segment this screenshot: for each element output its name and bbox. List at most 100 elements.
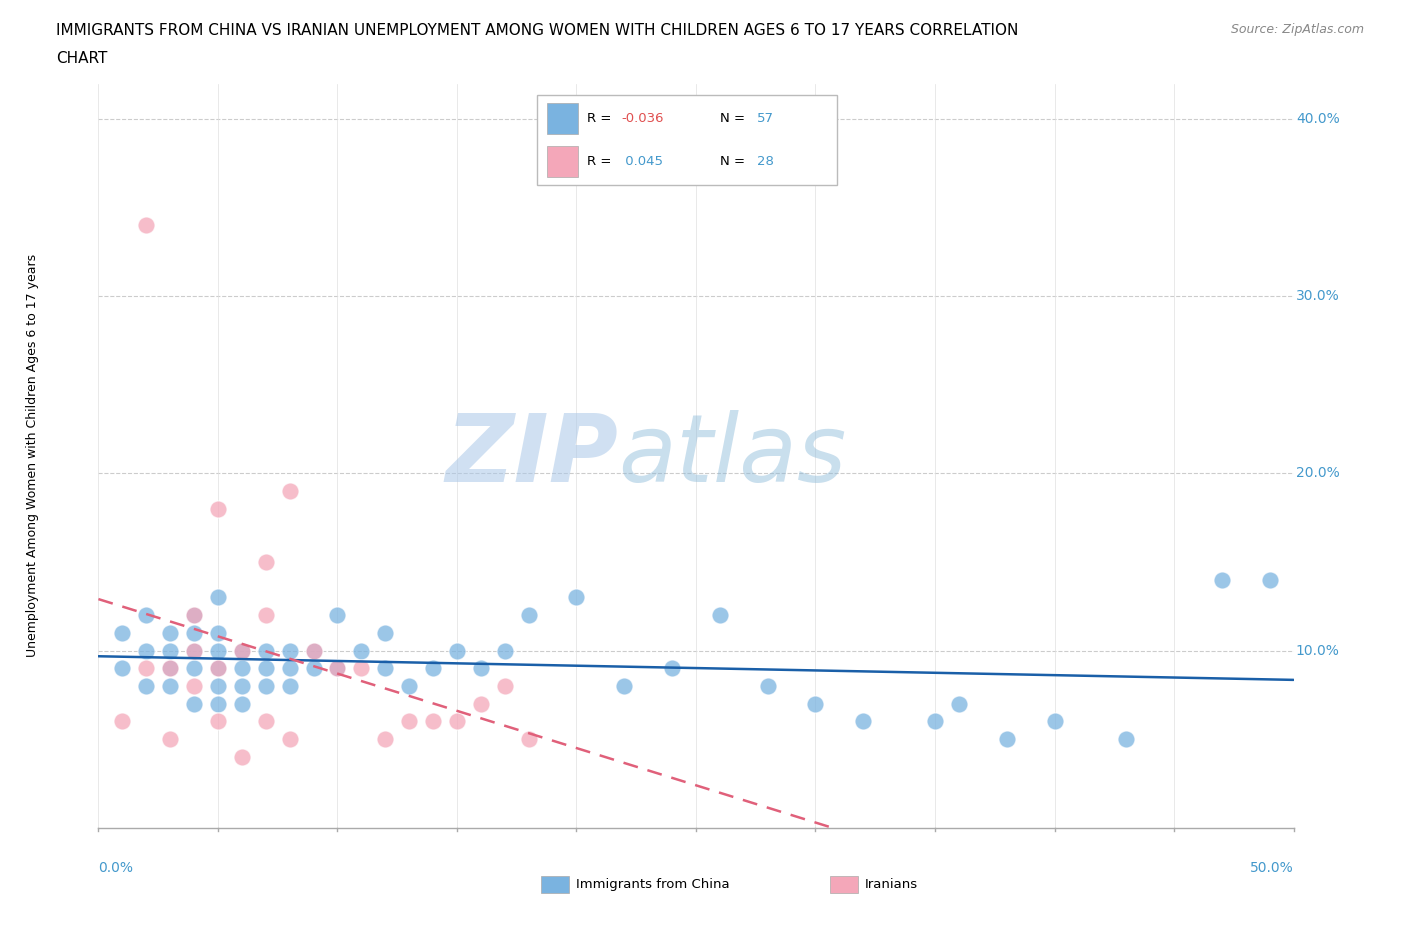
Point	[254, 607, 277, 622]
Text: -0.036: -0.036	[621, 113, 664, 125]
Point	[183, 697, 205, 711]
Point	[852, 714, 875, 729]
Point	[183, 661, 205, 676]
Point	[207, 644, 229, 658]
Point	[709, 607, 731, 622]
Text: N =: N =	[720, 113, 749, 125]
Text: Source: ZipAtlas.com: Source: ZipAtlas.com	[1230, 23, 1364, 36]
Text: ZIP: ZIP	[446, 410, 619, 501]
Point	[470, 661, 492, 676]
Point	[1043, 714, 1066, 729]
Text: CHART: CHART	[56, 51, 108, 66]
Point	[135, 218, 157, 232]
Text: R =: R =	[586, 113, 616, 125]
Point	[254, 679, 277, 694]
Point	[207, 697, 229, 711]
Point	[111, 661, 134, 676]
Text: Immigrants from China: Immigrants from China	[576, 878, 730, 891]
Point	[446, 644, 468, 658]
Point	[374, 732, 396, 747]
Point	[302, 644, 325, 658]
Point	[326, 607, 349, 622]
Point	[948, 697, 970, 711]
Text: IMMIGRANTS FROM CHINA VS IRANIAN UNEMPLOYMENT AMONG WOMEN WITH CHILDREN AGES 6 T: IMMIGRANTS FROM CHINA VS IRANIAN UNEMPLO…	[56, 23, 1018, 38]
Point	[422, 714, 444, 729]
Text: 50.0%: 50.0%	[1250, 861, 1294, 875]
Point	[135, 607, 157, 622]
Point	[231, 679, 253, 694]
Point	[374, 661, 396, 676]
Text: N =: N =	[720, 155, 749, 167]
Text: 30.0%: 30.0%	[1296, 289, 1340, 303]
Point	[159, 625, 181, 640]
Point	[374, 625, 396, 640]
Point	[613, 679, 636, 694]
Text: Unemployment Among Women with Children Ages 6 to 17 years: Unemployment Among Women with Children A…	[27, 254, 39, 658]
Point	[207, 714, 229, 729]
Point	[111, 625, 134, 640]
FancyBboxPatch shape	[547, 103, 578, 134]
Point	[1211, 572, 1233, 587]
Point	[804, 697, 827, 711]
Point	[350, 644, 373, 658]
Point	[231, 750, 253, 764]
Point	[183, 679, 205, 694]
Point	[278, 679, 301, 694]
Text: 10.0%: 10.0%	[1296, 644, 1340, 658]
Text: 20.0%: 20.0%	[1296, 467, 1340, 481]
Point	[278, 644, 301, 658]
Point	[183, 644, 205, 658]
Point	[278, 484, 301, 498]
Point	[183, 644, 205, 658]
Point	[183, 607, 205, 622]
FancyBboxPatch shape	[537, 95, 838, 185]
Point	[231, 697, 253, 711]
Point	[995, 732, 1018, 747]
Text: atlas: atlas	[619, 410, 846, 501]
Point	[231, 661, 253, 676]
Text: 0.0%: 0.0%	[98, 861, 134, 875]
FancyBboxPatch shape	[547, 146, 578, 177]
Point	[398, 714, 420, 729]
Point	[207, 679, 229, 694]
Point	[159, 679, 181, 694]
Point	[494, 679, 516, 694]
Point	[135, 679, 157, 694]
Point	[302, 644, 325, 658]
Point	[254, 714, 277, 729]
Point	[207, 625, 229, 640]
Point	[159, 661, 181, 676]
Point	[398, 679, 420, 694]
Point	[517, 607, 540, 622]
Point	[326, 661, 349, 676]
Text: 0.045: 0.045	[621, 155, 662, 167]
Point	[422, 661, 444, 676]
Point	[254, 554, 277, 569]
Point	[565, 590, 588, 604]
Text: 28: 28	[756, 155, 773, 167]
Point	[470, 697, 492, 711]
Point	[135, 661, 157, 676]
Point	[302, 661, 325, 676]
Point	[254, 644, 277, 658]
Point	[517, 732, 540, 747]
Point	[231, 644, 253, 658]
Point	[159, 644, 181, 658]
Point	[183, 625, 205, 640]
Point	[183, 607, 205, 622]
Point	[207, 590, 229, 604]
Point	[924, 714, 946, 729]
Text: Iranians: Iranians	[865, 878, 918, 891]
Point	[207, 661, 229, 676]
Point	[756, 679, 779, 694]
Point	[111, 714, 134, 729]
Point	[350, 661, 373, 676]
Point	[446, 714, 468, 729]
Point	[207, 661, 229, 676]
Point	[1258, 572, 1281, 587]
Point	[207, 501, 229, 516]
Point	[278, 661, 301, 676]
Point	[494, 644, 516, 658]
Point	[661, 661, 683, 676]
Point	[254, 661, 277, 676]
